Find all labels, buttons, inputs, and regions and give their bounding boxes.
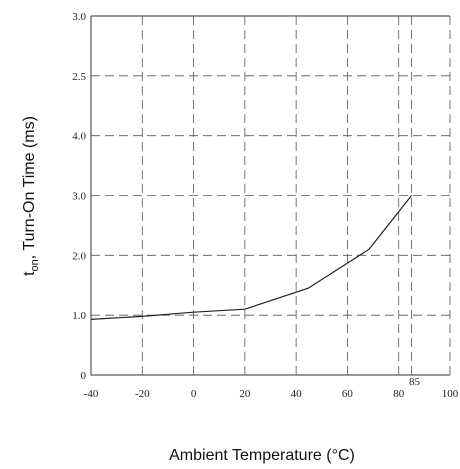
x-axis-label: Ambient Temperature (°C) xyxy=(169,447,355,464)
x-tick-label: 0 xyxy=(191,388,197,400)
x-tick-label: 40 xyxy=(291,388,303,400)
x-tick-label: -40 xyxy=(84,388,99,400)
line xyxy=(90,195,413,320)
x-tick-label: 60 xyxy=(342,388,354,400)
y-axis-label-text: , Turn-On Time (ms) xyxy=(21,116,38,259)
y-tick-label: 1.0 xyxy=(72,310,86,322)
y-axis-label-symbol: t xyxy=(21,271,38,276)
x-tick-label: 100 xyxy=(442,388,459,400)
y-axis-label: ton, Turn-On Time (ms) xyxy=(21,116,41,276)
x-tick-label: 20 xyxy=(239,388,251,400)
y-tick-label: 2.5 xyxy=(72,71,86,83)
x-tick-label: 80 xyxy=(393,388,405,400)
y-axis-label-subscript: on xyxy=(29,259,41,271)
y-tick-label: 3.0 xyxy=(72,191,86,203)
y-tick-label: 4.0 xyxy=(72,131,86,143)
y-tick-label: 2.0 xyxy=(72,250,86,262)
y-tick-label: 3.0 xyxy=(72,11,86,23)
x-tick-label: 85 xyxy=(409,376,421,388)
y-tick-label: 0 xyxy=(81,370,87,382)
x-tick-label: -20 xyxy=(135,388,150,400)
